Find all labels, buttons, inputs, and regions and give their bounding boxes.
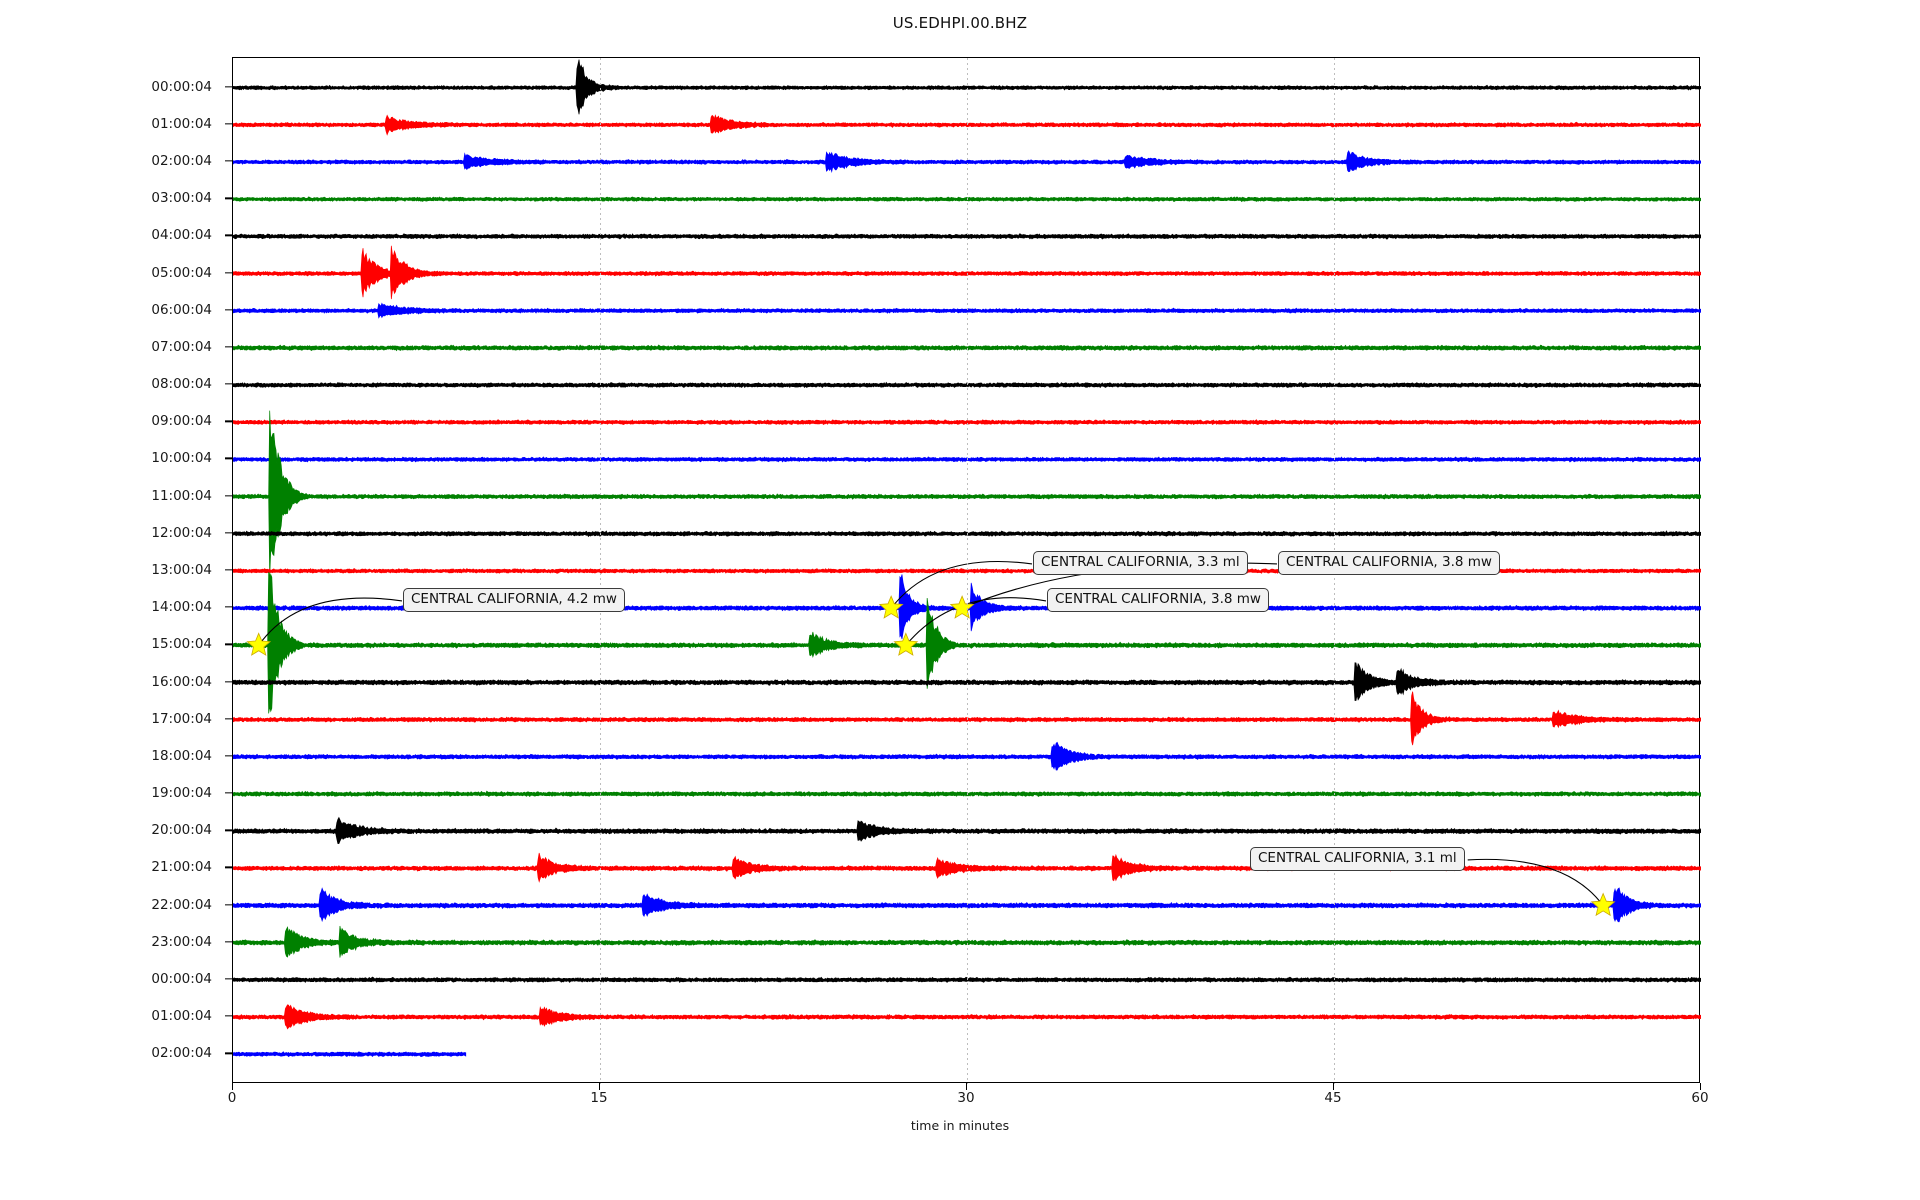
y-tick-mark xyxy=(225,978,232,980)
anno-3-8-mw-lower[interactable]: CENTRAL CALIFORNIA, 3.8 mw xyxy=(1278,551,1500,575)
y-tick-label: 23:00:04 xyxy=(151,933,212,950)
anno-3-1-ml[interactable]: CENTRAL CALIFORNIA, 3.1 ml xyxy=(1250,847,1465,871)
x-tick-mark xyxy=(965,1083,967,1090)
x-tick-mark xyxy=(1332,1083,1334,1090)
y-tick-label: 00:00:04 xyxy=(151,78,212,95)
y-tick-label: 13:00:04 xyxy=(151,562,212,578)
y-tick-label: 01:00:04 xyxy=(151,1008,212,1025)
x-tick-label: 30 xyxy=(957,1090,975,1106)
y-tick-mark xyxy=(225,86,232,88)
y-tick-label: 15:00:04 xyxy=(151,636,212,653)
y-tick-mark xyxy=(225,234,232,237)
y-tick-mark xyxy=(225,309,232,311)
y-tick-mark xyxy=(225,494,232,497)
y-tick-mark xyxy=(225,197,232,199)
x-axis-label: time in minutes xyxy=(910,1118,1010,1133)
y-tick-label: 09:00:04 xyxy=(151,413,212,430)
trace-row xyxy=(233,410,1701,578)
x-tick-mark xyxy=(231,1083,233,1090)
y-tick-mark xyxy=(225,755,232,757)
trace-row xyxy=(233,572,1701,714)
y-tick-mark xyxy=(225,160,232,162)
y-tick-label: 11:00:04 xyxy=(151,487,212,504)
y-tick-label: 22:00:04 xyxy=(151,896,212,913)
y-tick-label: 07:00:04 xyxy=(151,338,212,355)
y-tick-label: 14:00:04 xyxy=(151,599,212,616)
y-tick-label: 19:00:04 xyxy=(151,785,212,802)
y-tick-label: 00:00:04 xyxy=(151,970,212,987)
y-tick-mark xyxy=(225,606,232,608)
x-tick-label: 60 xyxy=(1691,1090,1709,1106)
y-tick-mark xyxy=(225,1052,232,1054)
y-tick-mark xyxy=(225,420,232,422)
y-tick-label: 08:00:04 xyxy=(151,376,212,393)
y-tick-mark xyxy=(225,941,232,943)
y-tick-label: 06:00:04 xyxy=(151,301,212,318)
x-tick-mark xyxy=(598,1083,600,1090)
anno-3-8-mw-upper[interactable]: CENTRAL CALIFORNIA, 3.8 mw xyxy=(1047,588,1269,612)
y-tick-mark xyxy=(225,569,232,571)
y-tick-mark xyxy=(225,383,232,385)
y-tick-label: 18:00:04 xyxy=(151,747,212,764)
y-tick-label: 05:00:04 xyxy=(151,264,212,281)
y-tick-label: 04:00:04 xyxy=(151,227,212,244)
x-tick-label: 45 xyxy=(1324,1090,1342,1106)
y-tick-mark xyxy=(225,792,232,794)
y-tick-mark xyxy=(225,903,232,906)
y-tick-mark xyxy=(225,532,232,534)
grid-line xyxy=(967,58,968,1084)
y-tick-mark xyxy=(225,457,232,460)
anno-3-3-ml[interactable]: CENTRAL CALIFORNIA, 3.3 ml xyxy=(1033,551,1248,575)
trace-row xyxy=(233,1051,467,1058)
page-title: US.EDHPI.00.BHZ xyxy=(892,14,1028,32)
grid-line xyxy=(600,58,601,1084)
y-tick-mark xyxy=(225,346,232,348)
y-tick-mark xyxy=(225,643,232,645)
y-tick-mark xyxy=(225,866,232,869)
x-tick-mark xyxy=(1699,1083,1701,1090)
y-tick-mark xyxy=(225,1015,232,1017)
y-tick-label: 02:00:04 xyxy=(151,1045,212,1062)
y-tick-mark xyxy=(225,271,232,274)
y-tick-label: 12:00:04 xyxy=(151,524,212,541)
y-tick-label: 17:00:04 xyxy=(151,710,212,727)
y-tick-label: 10:00:04 xyxy=(151,450,212,467)
x-tick-label: 0 xyxy=(227,1090,237,1106)
y-tick-mark xyxy=(225,680,232,683)
plot-axes-area xyxy=(232,57,1701,1084)
y-tick-label: 03:00:04 xyxy=(151,190,212,207)
y-tick-label: 20:00:04 xyxy=(151,822,212,839)
x-tick-label: 15 xyxy=(590,1090,608,1106)
y-tick-label: 02:00:04 xyxy=(151,153,212,170)
y-tick-label: 01:00:04 xyxy=(151,115,212,132)
y-tick-label: 21:00:04 xyxy=(151,859,212,876)
y-tick-mark xyxy=(225,718,232,720)
y-tick-mark xyxy=(225,123,232,125)
y-tick-mark xyxy=(225,829,232,831)
anno-4-2-mw[interactable]: CENTRAL CALIFORNIA, 4.2 mw xyxy=(403,588,625,612)
y-tick-label: 16:00:04 xyxy=(151,673,212,690)
